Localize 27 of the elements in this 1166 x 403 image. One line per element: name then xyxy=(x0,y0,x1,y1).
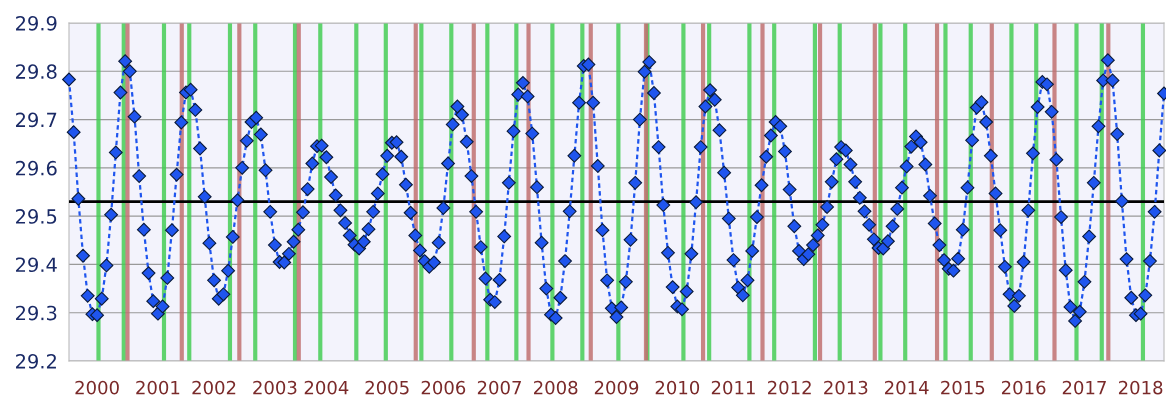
y-tick-label: 29.7 xyxy=(16,112,57,128)
y-tick-label: 29.8 xyxy=(16,64,57,79)
x-tick-label: 2014 xyxy=(884,380,929,395)
y-tick-label: 29.6 xyxy=(16,160,57,176)
x-tick-label: 2006 xyxy=(421,380,466,395)
x-tick-label: 2001 xyxy=(136,380,180,395)
x-tick-label: 2018 xyxy=(1118,380,1163,395)
y-tick-label: 29.3 xyxy=(16,305,57,321)
y-tick-label: 29.4 xyxy=(16,257,57,273)
x-tick-label: 2003 xyxy=(253,380,297,395)
x-tick-label: 2005 xyxy=(365,380,409,395)
x-tick-label: 2008 xyxy=(534,380,578,395)
x-tick-label: 2007 xyxy=(477,380,521,395)
y-tick-label: 29.5 xyxy=(16,209,57,224)
x-tick-label: 2002 xyxy=(192,380,236,395)
x-tick-label: 2011 xyxy=(711,380,755,395)
y-tick-label: 29.2 xyxy=(16,353,56,369)
y-tick-label: 29.9 xyxy=(16,15,57,31)
x-tick-label: 2016 xyxy=(1001,380,1046,395)
x-tick-label: 2012 xyxy=(767,380,811,395)
x-tick-label: 2013 xyxy=(824,380,868,395)
x-tick-label: 2015 xyxy=(941,380,985,395)
x-tick-label: 2017 xyxy=(1062,380,1106,395)
x-tick-label: 2004 xyxy=(304,380,349,395)
x-tick-label: 2000 xyxy=(75,380,119,395)
x-tick-label: 2009 xyxy=(594,380,639,395)
x-tick-label: 2010 xyxy=(655,380,700,395)
